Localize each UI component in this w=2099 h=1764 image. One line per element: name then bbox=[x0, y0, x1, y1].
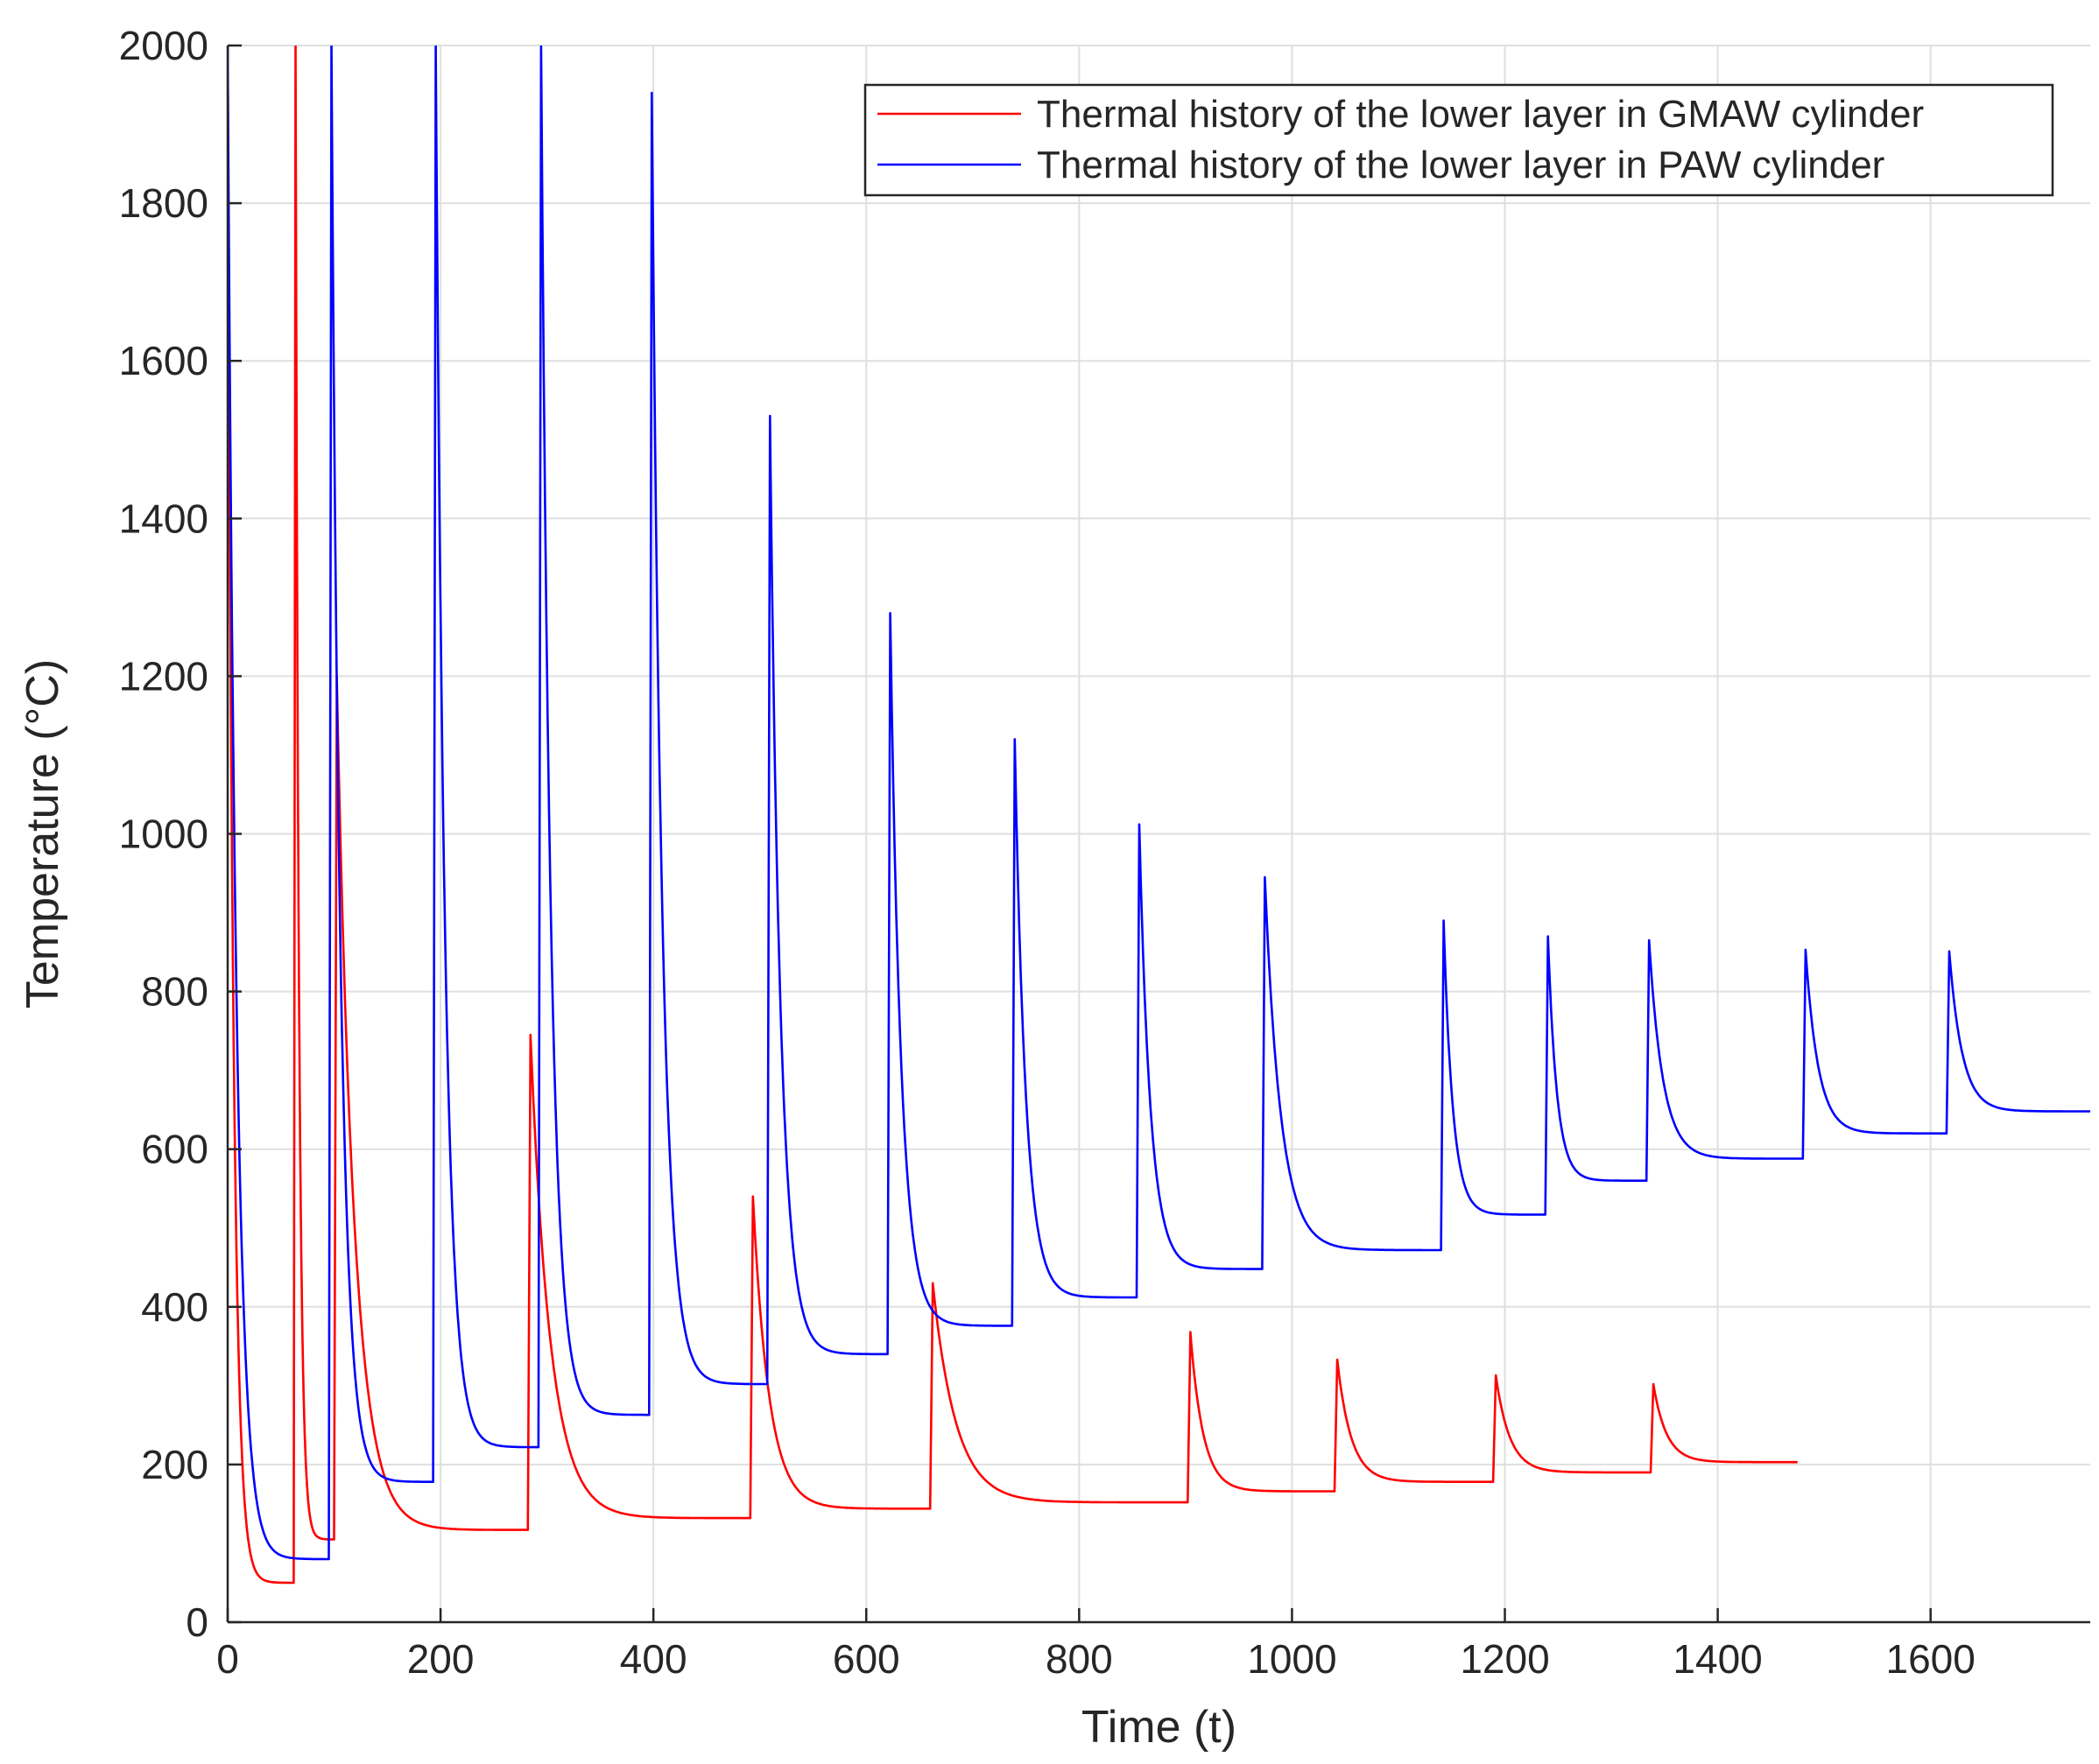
legend: Thermal history of the lower layer in GM… bbox=[863, 83, 2054, 197]
y-tick-label: 1600 bbox=[119, 338, 208, 383]
y-tick-label: 800 bbox=[141, 969, 208, 1015]
y-tick-label: 2000 bbox=[119, 23, 208, 68]
y-tick-labels: 0 200 400 600 800 1000 1200 1400 1600 1800 2000 bbox=[119, 23, 208, 1645]
x-tick-label: 1600 bbox=[1886, 1636, 1976, 1682]
series-layer bbox=[228, 46, 2090, 1585]
series-line-paw bbox=[228, 46, 2090, 1561]
x-axis-label: Time (t) bbox=[1081, 1702, 1236, 1753]
x-tick-label: 0 bbox=[216, 1636, 239, 1682]
legend-entry-paw: Thermal history of the lower layer in PA… bbox=[1037, 144, 1884, 186]
x-tick-label: 1000 bbox=[1247, 1636, 1336, 1682]
x-tick-label: 1200 bbox=[1460, 1636, 1549, 1682]
y-tick-label: 1000 bbox=[119, 812, 208, 857]
y-tick-label: 600 bbox=[141, 1127, 208, 1172]
x-tick-label: 400 bbox=[620, 1636, 687, 1682]
y-tick-label: 1400 bbox=[119, 495, 208, 541]
series-line-gmaw bbox=[228, 46, 1798, 1585]
legend-entry-gmaw: Thermal history of the lower layer in GM… bbox=[1037, 93, 1924, 136]
x-tick-label: 800 bbox=[1046, 1636, 1113, 1682]
y-axis-label: Temperature (°C) bbox=[18, 659, 68, 1009]
y-tick-label: 200 bbox=[141, 1442, 208, 1487]
x-tick-label: 1400 bbox=[1673, 1636, 1762, 1682]
legend-box bbox=[863, 83, 2054, 197]
x-tick-labels: 0 200 400 600 800 1000 1200 1400 1600 bbox=[216, 1636, 1976, 1682]
y-tick-label: 1200 bbox=[119, 653, 208, 699]
y-tick-label: 0 bbox=[186, 1599, 208, 1645]
axes bbox=[226, 44, 2090, 1624]
y-tick-label: 1800 bbox=[119, 180, 208, 226]
y-tick-label: 400 bbox=[141, 1284, 208, 1330]
x-tick-label: 200 bbox=[407, 1636, 475, 1682]
x-tick-label: 600 bbox=[833, 1636, 900, 1682]
